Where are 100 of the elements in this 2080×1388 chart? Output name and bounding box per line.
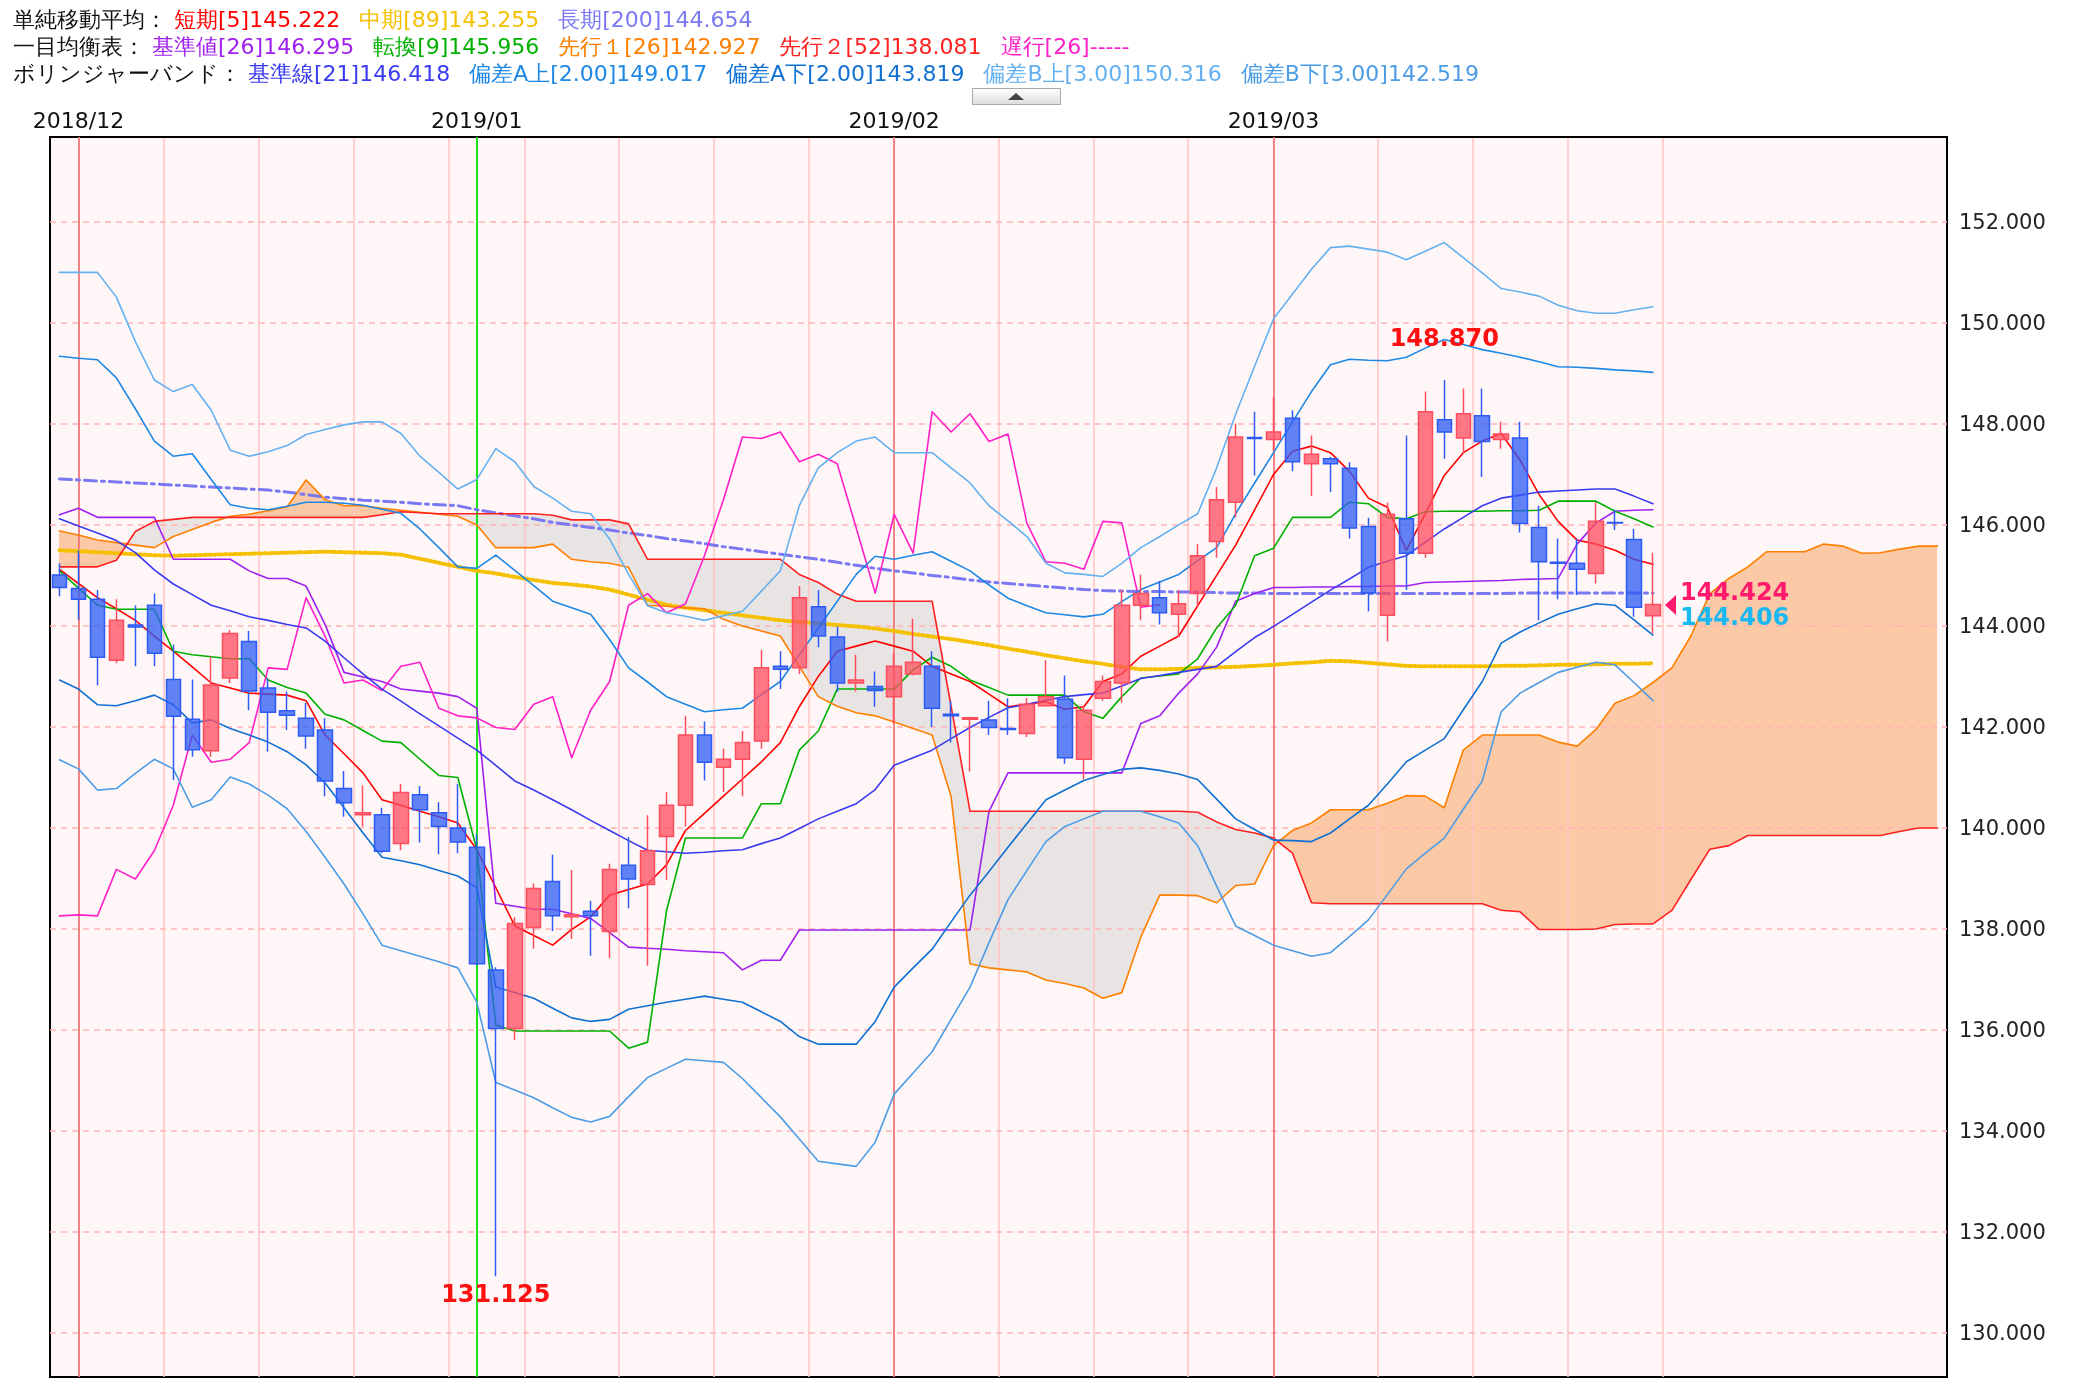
text: 遅行[26]-----: [1000, 33, 1130, 59]
candlestick: [525, 882, 542, 950]
candlestick: [1227, 422, 1244, 519]
candlestick: [1322, 455, 1339, 493]
line-series: [58, 507, 1654, 971]
candlestick: [297, 701, 315, 750]
y-tick-label: 150.000: [1959, 310, 2046, 335]
line-series: [58, 661, 1654, 1168]
line-series: [57, 548, 1655, 672]
candlestick: [1189, 543, 1206, 608]
y-tick-label: 134.000: [1959, 1119, 2046, 1144]
y-tick-label: 142.000: [1959, 714, 2046, 739]
candlestick: [885, 652, 903, 725]
candlestick: [316, 717, 334, 797]
candlestick: [468, 833, 486, 967]
candlestick: [70, 549, 87, 621]
candlestick: [487, 966, 505, 1277]
line-series: [58, 241, 1654, 622]
candlestick: [240, 630, 258, 712]
candlestick: [1075, 704, 1093, 781]
text: 先行１[26]142.927: [558, 33, 761, 59]
candlestick: [904, 618, 922, 677]
candlestick: [734, 730, 751, 797]
candlestick: [506, 916, 524, 1041]
candlestick: [1360, 517, 1377, 613]
candlestick: [696, 720, 713, 782]
candlestick: [866, 670, 884, 708]
candlestick: [980, 699, 998, 736]
candlestick: [1455, 387, 1472, 455]
candlestick: [1530, 504, 1548, 622]
candlestick: [259, 677, 277, 753]
candlestick: [278, 690, 296, 731]
candlestick: [127, 604, 144, 668]
x-tick-label: 2019/03: [1227, 107, 1320, 133]
line-series: [58, 510, 1939, 931]
candlestick: [1398, 434, 1415, 591]
annotation: 148.870: [1389, 323, 1499, 352]
candlestick: [1436, 379, 1453, 460]
candlestick: [1246, 411, 1263, 477]
y-tick-label: 144.000: [1959, 613, 2046, 638]
text: 長期[200]144.654: [558, 6, 753, 32]
text: 偏差B上[3.00]150.316: [983, 60, 1222, 86]
candlestick: [1265, 396, 1282, 452]
line-series: [58, 488, 1654, 855]
candlestick: [202, 655, 220, 758]
text: 先行２[52]138.081: [779, 33, 982, 59]
candlestick: [1341, 461, 1358, 540]
candlestick: [373, 807, 391, 854]
text: 偏差B下[3.00]142.519: [1240, 60, 1479, 86]
candlestick: [620, 836, 637, 910]
y-tick-label: 140.000: [1959, 815, 2046, 840]
candlestick: [923, 650, 941, 728]
candlestick: [184, 678, 201, 758]
y-tick-label: 130.000: [1959, 1321, 2046, 1346]
candlestick: [1606, 509, 1624, 531]
candlestick: [563, 869, 580, 940]
candlestick: [772, 650, 789, 690]
candlestick: [753, 648, 770, 750]
candlestick: [89, 589, 106, 687]
y-tick-label: 138.000: [1959, 916, 2046, 941]
candlestick: [1473, 387, 1491, 478]
candlestick: [1587, 501, 1605, 585]
text: 短期[5]145.222: [174, 6, 341, 32]
candlestick: [146, 592, 163, 668]
candlestick: [165, 643, 182, 781]
candlestick: [1037, 659, 1055, 708]
x-tick-label: 2018/12: [32, 107, 125, 133]
candlestick: [392, 783, 410, 851]
candlestick: [1018, 697, 1036, 738]
line-series: [57, 477, 1655, 596]
candlestick: [1094, 674, 1112, 702]
x-tick-label: 2019/02: [848, 107, 940, 133]
candlestick: [639, 814, 656, 967]
candlestick: [1511, 421, 1529, 534]
candlestick: [829, 625, 846, 693]
candlestick: [1113, 589, 1131, 704]
text: 中期[89]143.255: [359, 6, 540, 32]
candlestick: [1284, 409, 1301, 473]
candlestick: [942, 699, 960, 744]
candlestick: [1492, 421, 1510, 450]
candlestick: [810, 589, 827, 648]
candlestick: [1208, 486, 1225, 559]
candlestick: [1549, 537, 1567, 600]
text: ボリンジャーバンド：: [13, 60, 241, 86]
text: 偏差A下[2.00]143.819: [726, 60, 965, 86]
candlestick: [999, 697, 1017, 736]
candlestick: [1151, 580, 1168, 626]
y-tick-label: 152.000: [1959, 209, 2046, 234]
y-tick-label: 132.000: [1959, 1220, 2046, 1245]
candlestick: [1303, 434, 1320, 497]
text: 基準値[26]146.295: [152, 33, 355, 59]
candlestick: [1644, 551, 1662, 635]
candlestick: [1379, 501, 1396, 643]
candlestick: [430, 801, 448, 855]
candlestick: [1132, 573, 1150, 622]
candlestick: [411, 785, 429, 844]
text: 基準線[21]146.418: [248, 60, 451, 86]
text: 転換[9]145.956: [373, 33, 540, 59]
candlestick: [108, 598, 125, 665]
candlestick: [544, 853, 561, 932]
